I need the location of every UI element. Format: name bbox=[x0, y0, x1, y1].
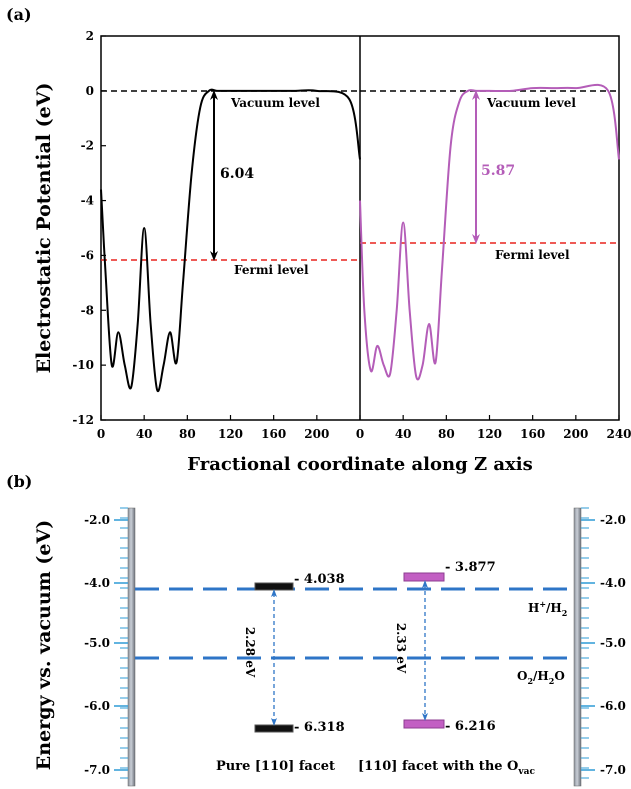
potential-curve-right bbox=[359, 83, 620, 381]
y-tick-label: -4 bbox=[81, 194, 94, 208]
x-tick-label-right: 40 bbox=[395, 427, 412, 441]
x-tick-label-right: 0 bbox=[356, 427, 364, 441]
left-energy-tick-label: -2.0 bbox=[84, 513, 110, 527]
left-energy-tick-label: -4.0 bbox=[84, 576, 110, 590]
potential-curve-left bbox=[100, 88, 361, 393]
pure-gap-label: 2.28 eV bbox=[243, 627, 257, 678]
y-tick-label: 0 bbox=[86, 84, 94, 98]
right-energy-tick-label: -5.0 bbox=[600, 636, 626, 650]
ovac-cb-bar bbox=[403, 572, 445, 582]
panel-a-label: (a) bbox=[6, 5, 32, 24]
gap-label-left: 6.04 bbox=[220, 166, 254, 182]
left-energy-tick-label: -6.0 bbox=[84, 699, 110, 713]
right-energy-tick-label: -2.0 bbox=[600, 513, 626, 527]
x-tick-label-right: 240 bbox=[606, 427, 631, 441]
x-tick-label-left: 80 bbox=[179, 427, 196, 441]
panel-a-y-axis-label: Electrostatic Potential (eV) bbox=[33, 83, 55, 374]
left-energy-tick-label: -7.0 bbox=[84, 763, 110, 777]
x-tick-label-left: 160 bbox=[261, 427, 286, 441]
h-plus-h2-label: H+/H2 bbox=[528, 599, 567, 618]
vacuum-label-left: Vacuum level bbox=[230, 96, 320, 110]
y-tick-label: -6 bbox=[81, 248, 94, 262]
ovac-cb-value: - 3.877 bbox=[445, 560, 496, 575]
right-energy-tick-label: -6.0 bbox=[600, 699, 626, 713]
gap-label-right: 5.87 bbox=[481, 163, 515, 179]
fermi-label-right: Fermi level bbox=[495, 248, 570, 262]
x-tick-label-left: 0 bbox=[97, 427, 105, 441]
x-tick-label-right: 80 bbox=[438, 427, 455, 441]
x-tick-label-right: 120 bbox=[477, 427, 502, 441]
right-energy-tick-label: -4.0 bbox=[600, 576, 626, 590]
vacuum-label-right: Vacuum level bbox=[486, 96, 576, 110]
pure-facet-caption: Pure [110] facet bbox=[216, 759, 335, 774]
x-tick-label-left: 40 bbox=[136, 427, 153, 441]
right-energy-tick-label: -7.0 bbox=[600, 763, 626, 777]
left-energy-tick-label: -5.0 bbox=[84, 636, 110, 650]
panel-b-ticks: -2.0 -2.0 -4.0 -4.0 -5.0 -5.0 -6.0 -6.0 -7.0 -7.0 bbox=[84, 507, 626, 779]
y-tick-label: -10 bbox=[72, 358, 94, 372]
ovac-vb-bar bbox=[403, 719, 445, 729]
fermi-label-left: Fermi level bbox=[234, 263, 309, 277]
x-tick-label-left: 120 bbox=[218, 427, 243, 441]
y-tick-label: 2 bbox=[86, 29, 94, 43]
pure-cb-value: - 4.038 bbox=[294, 572, 345, 587]
pure-cb-bar bbox=[254, 582, 294, 591]
ovac-vb-value: - 6.216 bbox=[445, 719, 496, 734]
panel-b-y-axis-label: Energy vs. vacuum (eV) bbox=[33, 520, 55, 770]
x-tick-label-right: 200 bbox=[563, 427, 588, 441]
panel-b-label: (b) bbox=[6, 472, 32, 491]
ovac-gap-label: 2.33 eV bbox=[394, 623, 408, 674]
ovac-facet-caption: [110] facet with the Ovac bbox=[358, 759, 535, 777]
left-axis-pillar bbox=[127, 507, 136, 787]
y-tick-label: -2 bbox=[81, 139, 94, 153]
pure-vb-bar bbox=[254, 724, 294, 733]
x-tick-label-left: 200 bbox=[304, 427, 329, 441]
y-tick-label: -8 bbox=[81, 303, 94, 317]
x-tick-label-right: 160 bbox=[520, 427, 545, 441]
y-tick-label: -12 bbox=[72, 413, 94, 427]
right-axis-pillar bbox=[573, 507, 582, 787]
pure-vb-value: - 6.318 bbox=[294, 720, 345, 735]
panel-a-x-ticks: 0 40 80 120 160 200 0 40 80 120 160 200 240 bbox=[97, 415, 631, 441]
o2-h2o-label: O2/H2O bbox=[517, 669, 565, 686]
panel-a-x-axis-label: Fractional coordinate along Z axis bbox=[187, 454, 532, 475]
